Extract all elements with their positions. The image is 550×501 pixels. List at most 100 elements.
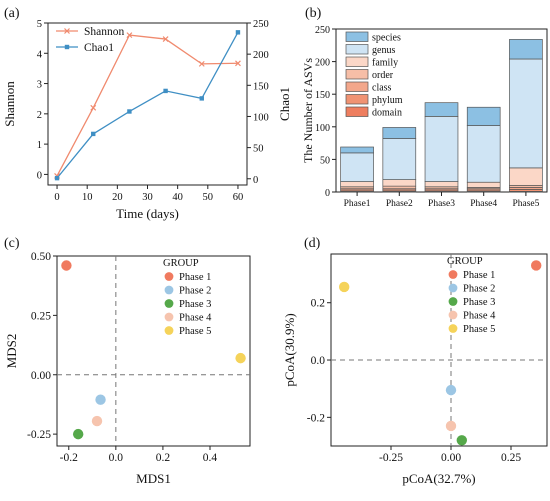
panel-a-legend-label: Shannon bbox=[84, 26, 125, 38]
panel-c-ytick-label: -0.25 bbox=[27, 429, 51, 441]
panel-a-ytick-label: 5 bbox=[37, 19, 42, 30]
panel-a-y2tick-label: 200 bbox=[253, 50, 269, 61]
panel-b-bar-genus bbox=[466, 125, 501, 183]
panel-c-xtick-label: 0.2 bbox=[156, 452, 171, 464]
panel-d-xtick-label: 0.25 bbox=[501, 452, 521, 464]
panel-c-legend-title: GROUP bbox=[163, 258, 199, 269]
panel-c: (c) -0.2 0.0 0.2 0.4 -0.25 0.00 0.25 0.50 MDS1 MDS… bbox=[4, 236, 251, 486]
point-x-stroke bbox=[162, 36, 169, 42]
panel-c-legend-label: Phase 3 bbox=[179, 299, 211, 310]
panel-b-ytick-label: 250 bbox=[315, 25, 330, 36]
panel-a-xlabel: Time (days) bbox=[116, 206, 179, 221]
panel-d: (d) -0.25 0.00 0.25 -0.2 0.0 0.2 pCoA(32.7%) pCo… bbox=[282, 236, 548, 486]
panel-b-bar-family bbox=[382, 179, 417, 187]
panel-b-ytick-label: 100 bbox=[315, 123, 330, 134]
panel-b: (b) 0 50 100 150 200 250 The Number of ASVs Phas… bbox=[301, 6, 548, 209]
panel-d-legend-label: Phase 3 bbox=[463, 297, 495, 308]
panel-b-ytick-label: 200 bbox=[315, 58, 330, 69]
panel-d-legend-label: Phase 1 bbox=[463, 270, 495, 281]
panel-a-point-shannon bbox=[90, 104, 97, 111]
panel-a-ytick-label: 0 bbox=[37, 170, 42, 181]
panel-a-ytick-label: 1 bbox=[37, 140, 42, 151]
panel-b-bar-species bbox=[424, 102, 459, 117]
panel-a-xtick-label: 40 bbox=[172, 192, 183, 203]
panel-a-y2tick-label: 0 bbox=[253, 175, 258, 186]
panel-c-legend-label: Phase 4 bbox=[179, 313, 212, 324]
panel-d-legend-marker bbox=[448, 270, 458, 279]
panel-d-legend-label: Phase 5 bbox=[463, 324, 495, 335]
panel-b-bar-family bbox=[509, 167, 543, 186]
panel-b-bar-genus bbox=[424, 116, 459, 182]
panel-d-point-phase-1 bbox=[531, 260, 542, 271]
panel-a-legend-marker bbox=[64, 44, 70, 50]
panel-a-line-chao1 bbox=[56, 32, 239, 179]
panel-a-y2tick-label: 100 bbox=[253, 112, 269, 123]
panel-b-bar-species bbox=[466, 106, 501, 126]
panel-b-legend-swatch bbox=[345, 69, 369, 80]
panel-b-legend-swatch bbox=[345, 44, 369, 55]
panel-b-ylabel: The Number of ASVs bbox=[301, 58, 315, 163]
panel-d-xtick-label: -0.25 bbox=[379, 452, 403, 464]
panel-b-bar-order bbox=[382, 185, 417, 190]
panel-b-bar-genus bbox=[509, 58, 543, 169]
panel-a-tag: (a) bbox=[4, 6, 20, 21]
panel-a-y2tick-label: 50 bbox=[253, 144, 264, 155]
panel-b-bar-family bbox=[466, 181, 501, 188]
panel-b-bar-family bbox=[340, 181, 374, 188]
panel-d-point-phase-4 bbox=[445, 420, 457, 432]
panel-a-y2tick-label: 250 bbox=[253, 19, 269, 30]
panel-d-legend-marker bbox=[448, 283, 458, 293]
panel-a: (a)0 10 20 30 40 50 60012345050100150200250Tim… bbox=[2, 6, 292, 221]
panel-a-xtick-label: 60 bbox=[233, 192, 244, 203]
panel-c-xlabel: MDS1 bbox=[136, 471, 171, 486]
panel-b-xtick-label: Phase2 bbox=[386, 199, 413, 209]
panel-c-point-phase-5 bbox=[235, 352, 246, 364]
panel-b-ytick-label: 50 bbox=[320, 155, 330, 166]
panel-c-legend-label: Phase 2 bbox=[179, 286, 211, 297]
panel-a-point-chao1 bbox=[199, 96, 204, 101]
panel-d-xtick-label: 0.00 bbox=[441, 452, 461, 464]
panel-c-ytick-label: 0.00 bbox=[31, 370, 51, 382]
panel-c-legend-label: Phase 5 bbox=[179, 326, 211, 337]
panel-c-legend-marker bbox=[164, 285, 174, 295]
panel-a-point-shannon bbox=[126, 32, 133, 39]
panel-a-point-chao1 bbox=[127, 109, 132, 114]
panel-b-xtick-label: Phase3 bbox=[428, 199, 455, 209]
panel-a-xtick-label: 10 bbox=[82, 192, 93, 203]
panel-a-y2tick-label: 150 bbox=[253, 81, 269, 92]
point-x-stroke bbox=[126, 32, 133, 39]
panel-d-legend-marker bbox=[448, 310, 458, 320]
panel-a-point-chao1 bbox=[54, 175, 60, 181]
panel-c-ytick-label: 0.25 bbox=[31, 310, 51, 322]
panel-a-line-shannon bbox=[56, 34, 238, 177]
panel-c-ylabel: MDS2 bbox=[4, 334, 19, 369]
panel-c-xtick-label: 0.4 bbox=[203, 452, 218, 464]
panel-b-xtick-label: Phase5 bbox=[512, 199, 539, 209]
panel-b-legend-swatch bbox=[345, 31, 369, 42]
panel-b-bar-species bbox=[340, 146, 374, 154]
panel-b-legend-label: phylum bbox=[372, 95, 403, 106]
panel-d-plot-frame bbox=[330, 253, 548, 447]
panel-d-point-phase-3 bbox=[456, 435, 467, 446]
panel-a-legend-marker bbox=[64, 28, 70, 34]
panel-b-xtick-label: Phase1 bbox=[344, 199, 371, 209]
panel-c-xtick-label: 0.0 bbox=[109, 452, 124, 464]
panel-d-legend-marker bbox=[448, 297, 458, 306]
panel-d-ytick-label: 0.2 bbox=[311, 298, 326, 310]
panel-b-legend-label: domain bbox=[372, 108, 402, 119]
panel-d-ylabel: pCoA(30.9%) bbox=[282, 313, 297, 386]
panel-b-bar-family bbox=[424, 181, 459, 188]
panel-b-bar-genus bbox=[340, 152, 374, 182]
panel-b-ytick-label: 150 bbox=[315, 90, 330, 101]
panel-a-point-chao1 bbox=[91, 131, 96, 137]
panel-a-xtick-label: 30 bbox=[142, 192, 153, 203]
panel-b-legend-label: genus bbox=[372, 45, 395, 56]
panel-b-xtick-label: Phase4 bbox=[470, 199, 497, 209]
panel-a-xtick-label: 0 bbox=[54, 192, 59, 203]
panel-c-legend-label: Phase 1 bbox=[179, 272, 211, 283]
panel-d-xlabel: pCoA(32.7%) bbox=[402, 471, 475, 486]
panel-b-ytick-label: 0 bbox=[325, 188, 330, 199]
panel-d-ytick-label: 0.0 bbox=[311, 355, 326, 367]
panel-a-point-shannon bbox=[235, 60, 241, 67]
